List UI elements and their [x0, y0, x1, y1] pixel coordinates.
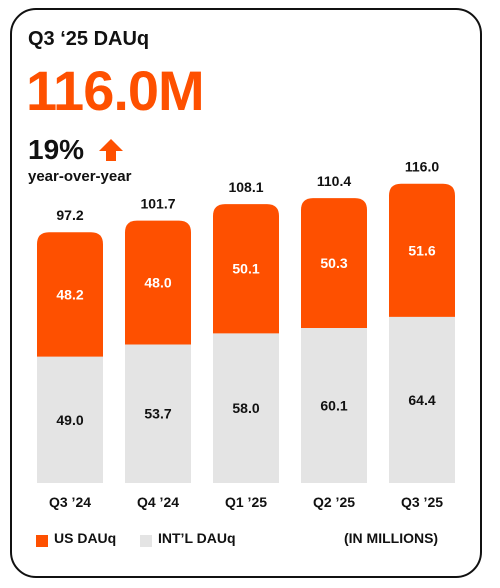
us-value-label: 50.1	[232, 261, 259, 277]
bar-us-segment	[389, 183, 455, 317]
legend-us-swatch	[36, 535, 48, 547]
us-value-label: 48.0	[144, 275, 171, 291]
intl-value-label: 58.0	[232, 400, 259, 416]
growth-percent: 19%	[28, 134, 85, 165]
units-label: (IN MILLIONS)	[344, 530, 439, 546]
intl-value-label: 60.1	[320, 397, 347, 413]
total-value-label: 116.0	[405, 159, 439, 175]
x-tick-label: Q2 ’25	[313, 494, 355, 510]
bar-intl-segment	[125, 344, 191, 483]
intl-value-label: 53.7	[144, 406, 171, 422]
total-value-label: 101.7	[140, 196, 175, 212]
bar-us-segment	[213, 204, 279, 334]
us-value-label: 50.3	[320, 255, 347, 271]
legend-us-label: US DAUq	[54, 530, 117, 546]
up-arrow-icon	[99, 139, 123, 161]
bar-intl-segment	[389, 316, 455, 483]
x-tick-label: Q1 ’25	[225, 494, 267, 510]
total-value-label: 97.2	[56, 207, 83, 223]
legend-intl-label: INT’L DAUq	[158, 530, 236, 546]
intl-value-label: 64.4	[408, 392, 435, 408]
x-tick-label: Q3 ’25	[401, 494, 443, 510]
x-tick-label: Q4 ’24	[137, 494, 179, 510]
bar-intl-segment	[37, 356, 103, 483]
bar-us-segment	[301, 198, 367, 328]
bar-us-segment	[37, 232, 103, 357]
bar-intl-segment	[301, 327, 367, 483]
us-value-label: 48.2	[56, 286, 83, 302]
x-tick-label: Q3 ’24	[49, 494, 91, 510]
headline-value: 116.0M	[26, 59, 205, 122]
intl-value-label: 49.0	[56, 412, 83, 428]
legend-intl-swatch	[140, 535, 152, 547]
growth-label: year-over-year	[28, 168, 132, 185]
us-value-label: 51.6	[408, 242, 435, 258]
chart-title: Q3 ‘25 DAUq	[28, 28, 150, 50]
bar-us-segment	[125, 220, 191, 345]
total-value-label: 110.4	[317, 173, 351, 189]
total-value-label: 108.1	[228, 179, 263, 195]
bar-intl-segment	[213, 333, 279, 483]
